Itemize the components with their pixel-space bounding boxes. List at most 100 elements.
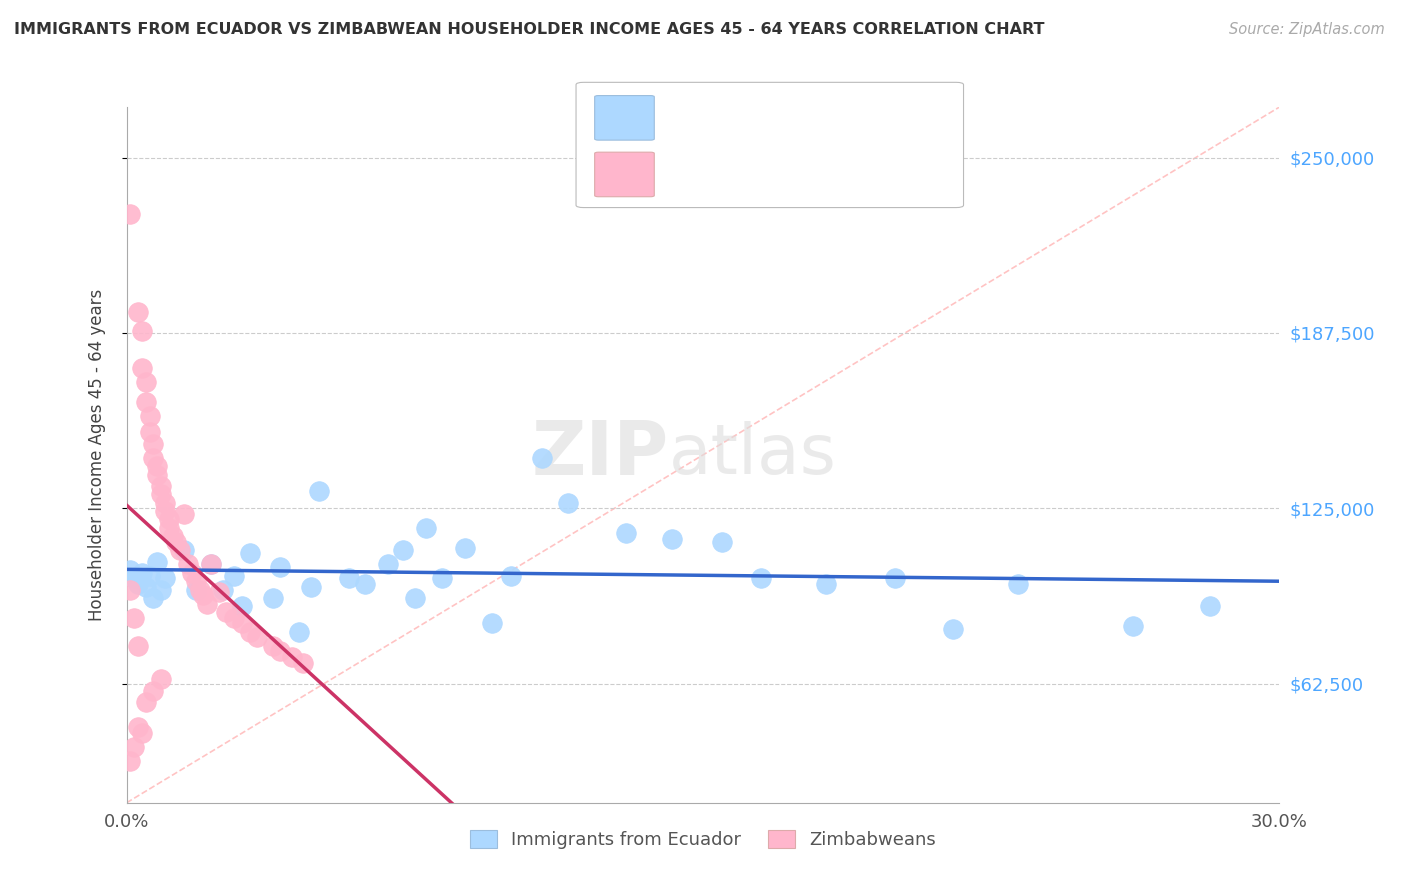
Point [135,580,157,594]
Point [224,610,246,624]
Point [142,683,165,698]
Point [127,639,149,653]
Point [131,725,153,739]
Point [157,512,180,526]
Point [262,639,284,653]
Point [353,577,375,591]
Point [150,487,173,501]
Point [173,543,195,558]
Point [200,558,222,572]
Point [146,467,169,482]
Point [942,622,965,636]
Point [224,568,246,582]
Point [215,605,238,619]
Point [131,325,153,339]
Point [127,720,149,734]
Point [138,425,160,440]
Point [135,695,157,709]
FancyBboxPatch shape [595,153,654,197]
Point [404,591,426,605]
Point [377,558,399,572]
Point [308,484,330,499]
FancyBboxPatch shape [595,95,654,140]
Point [135,394,157,409]
Point [142,450,165,465]
Point [195,597,218,611]
Text: Source: ZipAtlas.com: Source: ZipAtlas.com [1229,22,1385,37]
FancyBboxPatch shape [576,82,963,208]
Point [184,582,207,597]
Point [481,616,503,631]
Point [162,529,184,543]
Point [150,673,173,687]
Point [184,574,207,589]
Point [661,532,683,546]
Point [150,582,173,597]
Text: R =  0.237   N = 49: R = 0.237 N = 49 [673,165,880,184]
Point [281,649,304,664]
Point [135,375,157,389]
Point [127,577,149,591]
Point [180,566,202,580]
Point [166,534,188,549]
Point [157,521,180,535]
Point [120,582,142,597]
Point [122,610,145,624]
Point [711,534,734,549]
Point [153,504,176,518]
Text: ZIP: ZIP [531,418,668,491]
Point [814,577,837,591]
Point [269,644,291,658]
Point [211,582,233,597]
Point [238,546,260,560]
Point [208,585,231,599]
Point [530,450,553,465]
Point [122,571,145,585]
Point [120,754,142,768]
Point [499,568,522,582]
Point [415,521,437,535]
Point [131,566,153,580]
Point [153,571,176,585]
Text: atlas: atlas [668,421,837,489]
Point [246,630,269,644]
Point [138,568,160,582]
Point [884,571,907,585]
Point [454,541,477,555]
Point [146,459,169,474]
Text: R = -0.045   N = 44: R = -0.045 N = 44 [673,109,880,127]
Point [193,588,215,602]
Point [150,479,173,493]
Point [231,599,253,614]
Point [177,558,200,572]
Point [749,571,772,585]
Point [120,563,142,577]
Point [153,495,176,509]
Point [131,360,153,375]
Point [299,580,322,594]
Point [142,436,165,450]
Point [238,624,260,639]
Point [1122,619,1144,633]
Point [557,495,579,509]
Point [120,207,142,221]
Point [173,507,195,521]
Point [1007,577,1029,591]
Point [200,558,222,572]
Point [262,591,284,605]
Point [292,656,315,670]
Point [1199,599,1222,614]
Point [288,624,311,639]
Point [169,543,191,558]
Point [339,571,361,585]
Point [392,543,415,558]
Point [122,739,145,754]
Point [138,409,160,423]
Point [430,571,453,585]
Text: IMMIGRANTS FROM ECUADOR VS ZIMBABWEAN HOUSEHOLDER INCOME AGES 45 - 64 YEARS CORR: IMMIGRANTS FROM ECUADOR VS ZIMBABWEAN HO… [14,22,1045,37]
Point [614,526,637,541]
Point [231,616,253,631]
Point [188,582,211,597]
Y-axis label: Householder Income Ages 45 - 64 years: Householder Income Ages 45 - 64 years [87,289,105,621]
Point [146,555,169,569]
